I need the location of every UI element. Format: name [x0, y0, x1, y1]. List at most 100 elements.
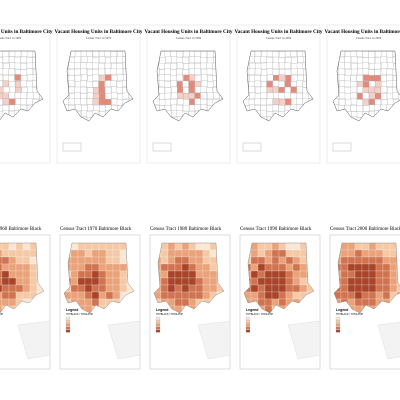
tract: [1, 284, 10, 293]
tract: [299, 270, 308, 279]
tract: [164, 99, 172, 106]
tract: [68, 80, 75, 87]
tract: [195, 291, 204, 300]
tract: [202, 291, 211, 300]
tract: [110, 92, 118, 99]
tract: [285, 277, 294, 286]
tract: [77, 249, 86, 258]
black-pop-panel: Census Tract 1980 Baltimore Black LegendT…: [149, 227, 231, 370]
tract: [354, 277, 363, 286]
tract: [105, 93, 112, 100]
tract: [264, 291, 273, 300]
tract: [267, 92, 274, 99]
tract: [80, 62, 87, 69]
tract: [264, 256, 273, 265]
tract: [15, 98, 22, 105]
tract: [29, 249, 38, 258]
tract: [362, 92, 369, 99]
tract: [297, 74, 304, 82]
tract: [257, 243, 266, 251]
tract: [389, 256, 398, 265]
legend-box: [332, 142, 352, 152]
tract: [194, 98, 201, 105]
tract: [167, 291, 176, 300]
tract: [266, 98, 273, 105]
tract: [188, 63, 196, 70]
tract: [347, 284, 356, 293]
tract: [248, 81, 255, 88]
tract: [8, 68, 15, 76]
tract: [92, 81, 100, 88]
tract: [27, 74, 34, 81]
tract: [201, 74, 208, 81]
tract: [375, 263, 384, 272]
tract: [98, 51, 106, 57]
tract: [20, 56, 27, 63]
tract: [260, 62, 268, 70]
legend-swatch: [335, 320, 341, 323]
legend-box: [152, 142, 172, 152]
tract: [261, 51, 268, 57]
tract: [380, 68, 388, 75]
legend-swatch: [245, 320, 251, 323]
legend-swatch: [65, 326, 71, 330]
tract: [375, 277, 384, 286]
tract: [84, 263, 93, 272]
city-outline: [0, 242, 45, 314]
panel-title: Census Tract 2000 Baltimore Black: [330, 227, 400, 232]
tract: [188, 243, 197, 251]
tract: [374, 99, 381, 106]
tract: [93, 104, 100, 112]
tract: [84, 298, 93, 307]
tract: [91, 256, 100, 265]
tract: [369, 92, 376, 99]
tract: [29, 256, 38, 265]
tract: [344, 80, 351, 88]
tract: [194, 81, 201, 88]
tract: [207, 92, 214, 99]
tract: [368, 270, 377, 279]
tract: [374, 75, 381, 82]
tract: [278, 243, 287, 251]
tract: [182, 87, 190, 94]
tract: [363, 74, 370, 81]
tract: [345, 69, 352, 76]
tract: [361, 298, 370, 307]
tract: [112, 277, 121, 286]
tract: [1, 270, 10, 279]
tract: [279, 68, 286, 76]
tract: [249, 92, 256, 99]
tract: [271, 270, 280, 279]
tract: [271, 277, 280, 286]
tract: [188, 86, 195, 94]
tract: [362, 87, 369, 94]
tract: [119, 263, 128, 272]
tract: [92, 74, 99, 81]
tract: [260, 86, 267, 93]
tract: [29, 277, 38, 286]
black-pop-panel: Census Tract 1960 Baltimore BlackLegendT…: [0, 227, 51, 370]
tract: [92, 93, 100, 100]
tract: [278, 298, 287, 307]
tract: [188, 277, 197, 286]
tract: [14, 51, 22, 57]
tract: [362, 68, 370, 76]
tract: [164, 51, 171, 58]
tract: [15, 249, 24, 258]
tract: [105, 291, 114, 300]
tract: [116, 68, 123, 76]
tract: [112, 270, 121, 279]
tract: [174, 263, 183, 272]
tract: [350, 86, 357, 94]
tract: [110, 56, 117, 63]
tract: [344, 51, 352, 58]
tract: [112, 249, 121, 258]
tract: [272, 80, 280, 87]
tract: [261, 81, 268, 88]
legend-swatch: [245, 316, 251, 320]
tract: [340, 277, 349, 286]
water: [17, 320, 51, 360]
tract: [181, 284, 190, 293]
panel-subtitle: Census Tract in 1980: [176, 36, 202, 40]
